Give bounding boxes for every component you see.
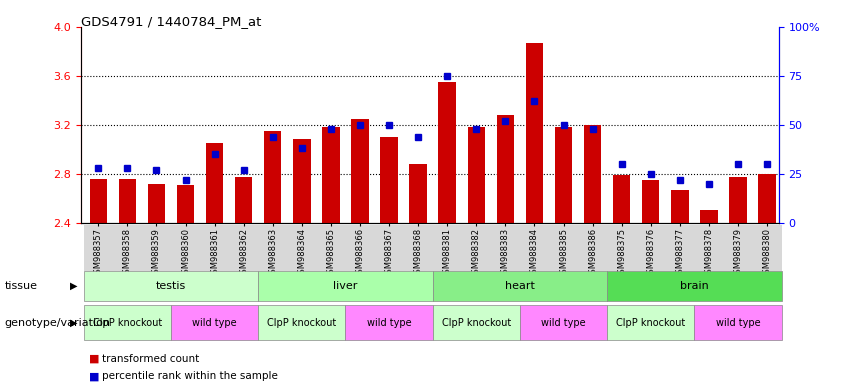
Bar [613, 175, 631, 223]
Bar [467, 127, 485, 223]
Text: GDS4791 / 1440784_PM_at: GDS4791 / 1440784_PM_at [81, 15, 261, 28]
Bar [293, 139, 311, 223]
Bar [264, 131, 282, 223]
Text: ClpP knockout: ClpP knockout [93, 318, 162, 328]
Text: wild type: wild type [716, 318, 760, 328]
Bar [148, 184, 165, 223]
Text: transformed count: transformed count [102, 354, 199, 364]
Bar [89, 179, 107, 223]
Bar [177, 185, 194, 223]
Bar [700, 210, 717, 223]
Text: percentile rank within the sample: percentile rank within the sample [102, 371, 278, 381]
Text: wild type: wild type [192, 318, 237, 328]
Text: ▶: ▶ [70, 281, 77, 291]
Bar [526, 43, 543, 223]
Text: tissue: tissue [4, 281, 37, 291]
Text: ■: ■ [89, 371, 100, 381]
Text: ■: ■ [89, 354, 100, 364]
Text: ClpP knockout: ClpP knockout [616, 318, 685, 328]
Text: wild type: wild type [541, 318, 585, 328]
Text: ClpP knockout: ClpP knockout [442, 318, 511, 328]
Bar [206, 143, 223, 223]
Bar [584, 125, 602, 223]
Bar [118, 179, 136, 223]
Bar [671, 190, 688, 223]
Text: brain: brain [680, 281, 709, 291]
Bar [235, 177, 253, 223]
Text: liver: liver [334, 281, 357, 291]
Bar [555, 127, 572, 223]
Bar [380, 137, 397, 223]
Bar [409, 164, 427, 223]
Bar [642, 180, 660, 223]
Text: heart: heart [505, 281, 534, 291]
Bar [438, 82, 456, 223]
Bar [497, 115, 514, 223]
Text: ▶: ▶ [70, 318, 77, 328]
Bar [323, 127, 340, 223]
Text: testis: testis [156, 281, 186, 291]
Text: genotype/variation: genotype/variation [4, 318, 111, 328]
Bar [758, 174, 776, 223]
Bar [351, 119, 368, 223]
Text: ClpP knockout: ClpP knockout [267, 318, 336, 328]
Bar [729, 177, 746, 223]
Text: wild type: wild type [367, 318, 411, 328]
